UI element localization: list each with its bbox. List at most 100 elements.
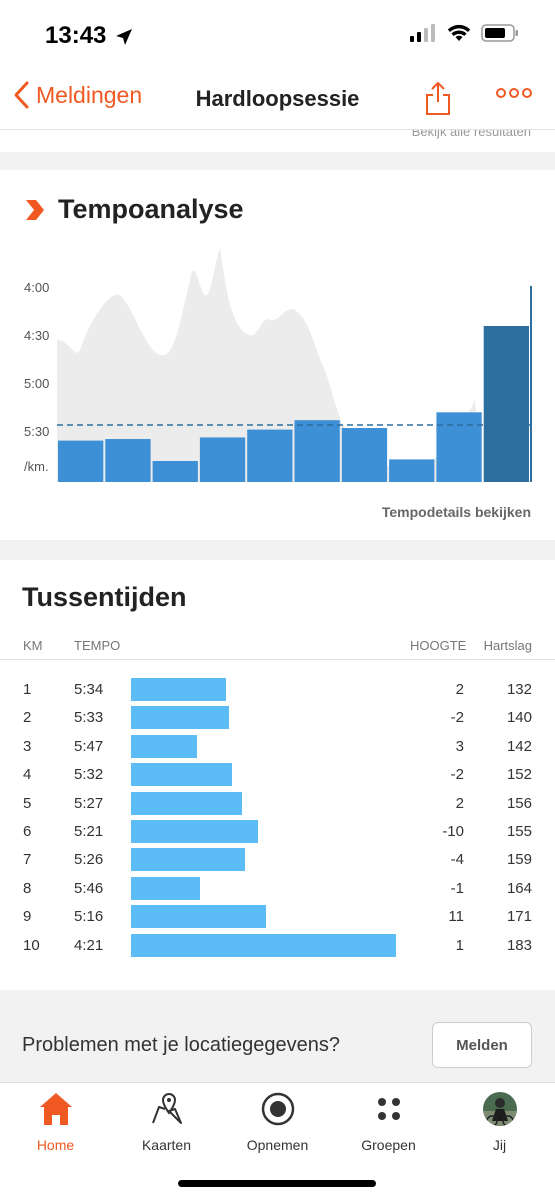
back-label: Meldingen xyxy=(36,82,142,109)
split-bar xyxy=(131,763,232,786)
battery-icon xyxy=(481,24,519,42)
split-height: -2 xyxy=(451,709,464,726)
split-heartrate: 183 xyxy=(507,937,532,954)
tab-groups[interactable]: Groepen xyxy=(333,1089,444,1153)
header-height: HOOGTE xyxy=(410,638,466,653)
split-bar xyxy=(131,792,242,815)
split-bar xyxy=(131,678,226,701)
signal-icon xyxy=(409,24,437,42)
tab-maps-label: Kaarten xyxy=(142,1137,191,1153)
tempo-bar xyxy=(295,420,340,482)
split-bar xyxy=(131,735,197,758)
header-heartrate: Hartslag xyxy=(484,638,532,653)
split-heartrate: 152 xyxy=(507,766,532,783)
split-heartrate: 164 xyxy=(507,880,532,897)
home-icon xyxy=(38,1091,74,1127)
split-bar xyxy=(131,848,245,871)
status-time: 13:43 xyxy=(45,22,106,50)
tempo-chart: 4:00 4:30 5:00 5:30/km. xyxy=(0,240,555,490)
split-tempo: 5:27 xyxy=(74,795,103,812)
location-question: Problemen met je locatiegegevens? xyxy=(22,1034,340,1057)
split-height: -2 xyxy=(451,766,464,783)
share-button[interactable] xyxy=(424,80,452,121)
split-km: 10 xyxy=(23,937,40,954)
split-heartrate: 156 xyxy=(507,795,532,812)
tempo-bar xyxy=(342,428,387,482)
share-icon xyxy=(424,80,452,116)
tab-record[interactable]: Opnemen xyxy=(222,1089,333,1153)
split-bar xyxy=(131,905,266,928)
groups-icon xyxy=(371,1091,407,1127)
split-heartrate: 155 xyxy=(507,823,532,840)
split-km: 5 xyxy=(23,795,31,812)
tab-record-label: Opnemen xyxy=(247,1137,308,1153)
tab-you-label: Jij xyxy=(493,1137,506,1153)
tempo-bar xyxy=(105,439,150,482)
split-tempo: 5:46 xyxy=(74,880,103,897)
split-height: 1 xyxy=(456,937,464,954)
tempo-bar xyxy=(389,459,434,482)
split-km: 3 xyxy=(23,738,31,755)
tempo-chart-svg: 4:00 4:30 5:00 5:30/km. xyxy=(0,240,555,490)
y-tick-label: 5:00 xyxy=(24,376,49,391)
split-row: 5 5:27 2 156 xyxy=(0,790,555,818)
tempo-details-link[interactable]: Tempodetails bekijken xyxy=(382,504,531,520)
y-tick-label: 4:30 xyxy=(24,328,49,343)
split-tempo: 5:32 xyxy=(74,766,103,783)
y-tick-label: /km. xyxy=(24,459,49,474)
splits-title: Tussentijden xyxy=(22,582,187,613)
split-km: 4 xyxy=(23,766,31,783)
nav-bar: Meldingen Hardloopsessie xyxy=(0,70,555,130)
split-tempo: 5:26 xyxy=(74,851,103,868)
split-heartrate: 140 xyxy=(507,709,532,726)
tempo-card: Tempoanalyse 4:00 4:30 5:00 5:30/km. Tempod… xyxy=(0,170,555,540)
split-height: 2 xyxy=(456,681,464,698)
tab-home[interactable]: Home xyxy=(0,1089,111,1153)
split-bar xyxy=(131,934,396,957)
chevron-marker-icon xyxy=(24,198,44,222)
split-row: 10 4:21 1 183 xyxy=(0,932,555,960)
tab-home-label: Home xyxy=(37,1137,74,1153)
split-height: 11 xyxy=(448,908,464,925)
avatar-icon xyxy=(482,1091,518,1127)
split-row: 9 5:16 11 171 xyxy=(0,903,555,931)
tab-you[interactable]: Jij xyxy=(444,1089,555,1153)
splits-header: KM TEMPO HOOGTE Hartslag xyxy=(0,634,555,660)
header-km: KM xyxy=(23,638,43,653)
y-tick-label: 4:00 xyxy=(24,280,49,295)
view-all-results-link[interactable]: Bekijk alle resultaten xyxy=(412,130,531,139)
split-bar xyxy=(131,706,229,729)
back-button[interactable]: Meldingen xyxy=(12,80,142,110)
split-tempo: 5:33 xyxy=(74,709,103,726)
y-tick-label: 5:30 xyxy=(24,424,49,439)
tempo-bar xyxy=(153,461,198,482)
split-km: 1 xyxy=(23,681,31,698)
location-problem-row: Problemen met je locatiegegevens? Melden xyxy=(0,1010,555,1080)
header-tempo: TEMPO xyxy=(74,638,120,653)
split-bar xyxy=(131,820,258,843)
status-bar: 13:43 xyxy=(0,0,555,70)
split-tempo: 5:34 xyxy=(74,681,103,698)
more-icon xyxy=(496,86,532,100)
wifi-icon xyxy=(447,24,471,42)
tab-maps[interactable]: Kaarten xyxy=(111,1089,222,1153)
split-row: 2 5:33 -2 140 xyxy=(0,704,555,732)
split-row: 7 5:26 -4 159 xyxy=(0,846,555,874)
tab-groups-label: Groepen xyxy=(361,1137,415,1153)
split-km: 7 xyxy=(23,851,31,868)
split-row: 3 5:47 3 142 xyxy=(0,733,555,761)
more-button[interactable] xyxy=(496,86,532,105)
split-tempo: 5:21 xyxy=(74,823,103,840)
split-height: -1 xyxy=(451,880,464,897)
chevron-left-icon xyxy=(12,80,30,110)
split-heartrate: 171 xyxy=(507,908,532,925)
split-km: 6 xyxy=(23,823,31,840)
split-heartrate: 142 xyxy=(507,738,532,755)
split-bar xyxy=(131,877,200,900)
tempo-bar xyxy=(58,441,103,482)
location-arrow-icon xyxy=(114,27,134,47)
split-height: -10 xyxy=(442,823,464,840)
report-button[interactable]: Melden xyxy=(432,1022,532,1068)
home-indicator xyxy=(178,1180,376,1187)
